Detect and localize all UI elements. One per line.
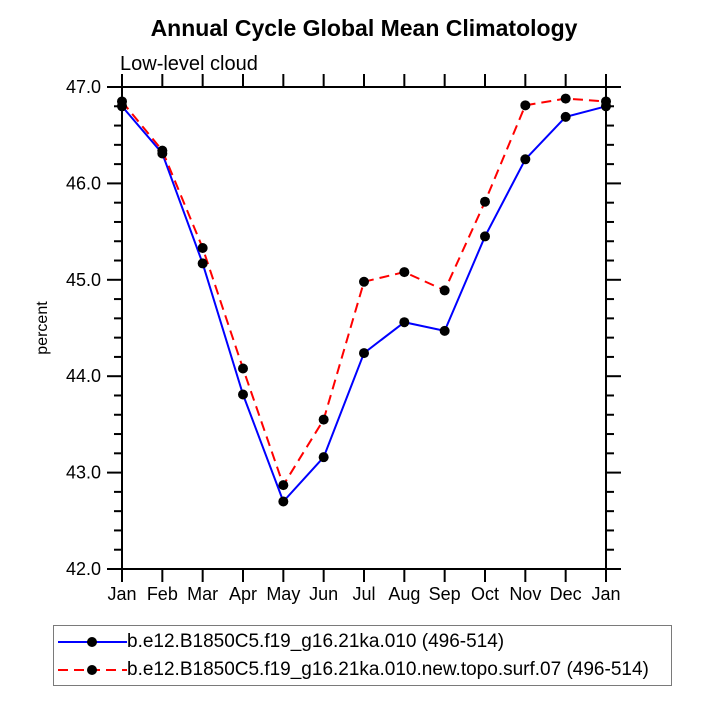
- chart-title: Annual Cycle Global Mean Climatology: [150, 15, 578, 41]
- data-point-marker: [520, 100, 531, 111]
- data-point-marker: [197, 258, 208, 269]
- x-tick-label: Jun: [309, 584, 338, 604]
- data-point-marker: [117, 96, 127, 107]
- x-tick-label: Oct: [471, 584, 499, 604]
- x-tick-label: Apr: [229, 584, 257, 604]
- data-point-marker: [399, 317, 410, 328]
- data-point-marker: [359, 348, 369, 359]
- series-line-dashed: [121, 97, 607, 488]
- x-tick-label: Feb: [147, 584, 178, 604]
- data-point-marker: [399, 267, 410, 278]
- data-point-marker: [157, 145, 168, 156]
- data-point-marker: [238, 363, 248, 374]
- x-tick-label: Jan: [591, 584, 620, 604]
- x-tick-label: Aug: [388, 584, 420, 604]
- x-tick-label: Jul: [352, 584, 375, 604]
- legend-line-sample-dashed: [58, 664, 127, 675]
- legend-item: b.e12.B1850C5.f19_g16.21ka.010 (496-514): [58, 628, 671, 656]
- data-point-marker: [560, 111, 571, 122]
- data-point-marker: [439, 285, 450, 296]
- legend-line-sample-solid: [58, 636, 127, 647]
- x-tick-label: Dec: [550, 584, 582, 604]
- legend-label: b.e12.B1850C5.f19_g16.21ka.010 (496-514): [127, 631, 505, 652]
- data-point-marker: [238, 389, 248, 400]
- data-point-marker: [480, 196, 490, 207]
- y-tick-label: 42.0: [66, 559, 101, 579]
- data-point-marker: [439, 325, 450, 336]
- data-point-marker: [560, 93, 571, 104]
- data-point-marker: [318, 414, 329, 425]
- legend: b.e12.B1850C5.f19_g16.21ka.010 (496-514)…: [53, 625, 672, 686]
- axis-frame: [121, 86, 607, 570]
- legend-item: b.e12.B1850C5.f19_g16.21ka.010.new.topo.…: [58, 656, 671, 684]
- y-tick-label: 46.0: [66, 173, 101, 193]
- x-tick-label: May: [266, 584, 300, 604]
- data-point-marker: [197, 242, 208, 253]
- x-tick-label: Mar: [187, 584, 218, 604]
- y-tick-label: 43.0: [66, 463, 101, 483]
- data-point-marker: [480, 231, 490, 242]
- y-tick-label: 45.0: [66, 270, 101, 290]
- legend-label: b.e12.B1850C5.f19_g16.21ka.010.new.topo.…: [127, 659, 649, 680]
- data-point-marker: [601, 96, 611, 107]
- data-point-marker: [278, 496, 289, 507]
- x-tick-label: Nov: [509, 584, 541, 604]
- data-point-marker: [520, 154, 531, 165]
- data-point-marker: [359, 276, 369, 287]
- y-tick-label: 47.0: [66, 77, 101, 97]
- series-line-solid: [121, 105, 607, 504]
- y-tick-label: 44.0: [66, 366, 101, 386]
- chart-subtitle: Low-level cloud: [120, 53, 258, 75]
- x-tick-label: Jan: [107, 584, 136, 604]
- data-point-marker: [318, 452, 329, 463]
- data-point-marker: [278, 480, 289, 491]
- x-tick-label: Sep: [429, 584, 461, 604]
